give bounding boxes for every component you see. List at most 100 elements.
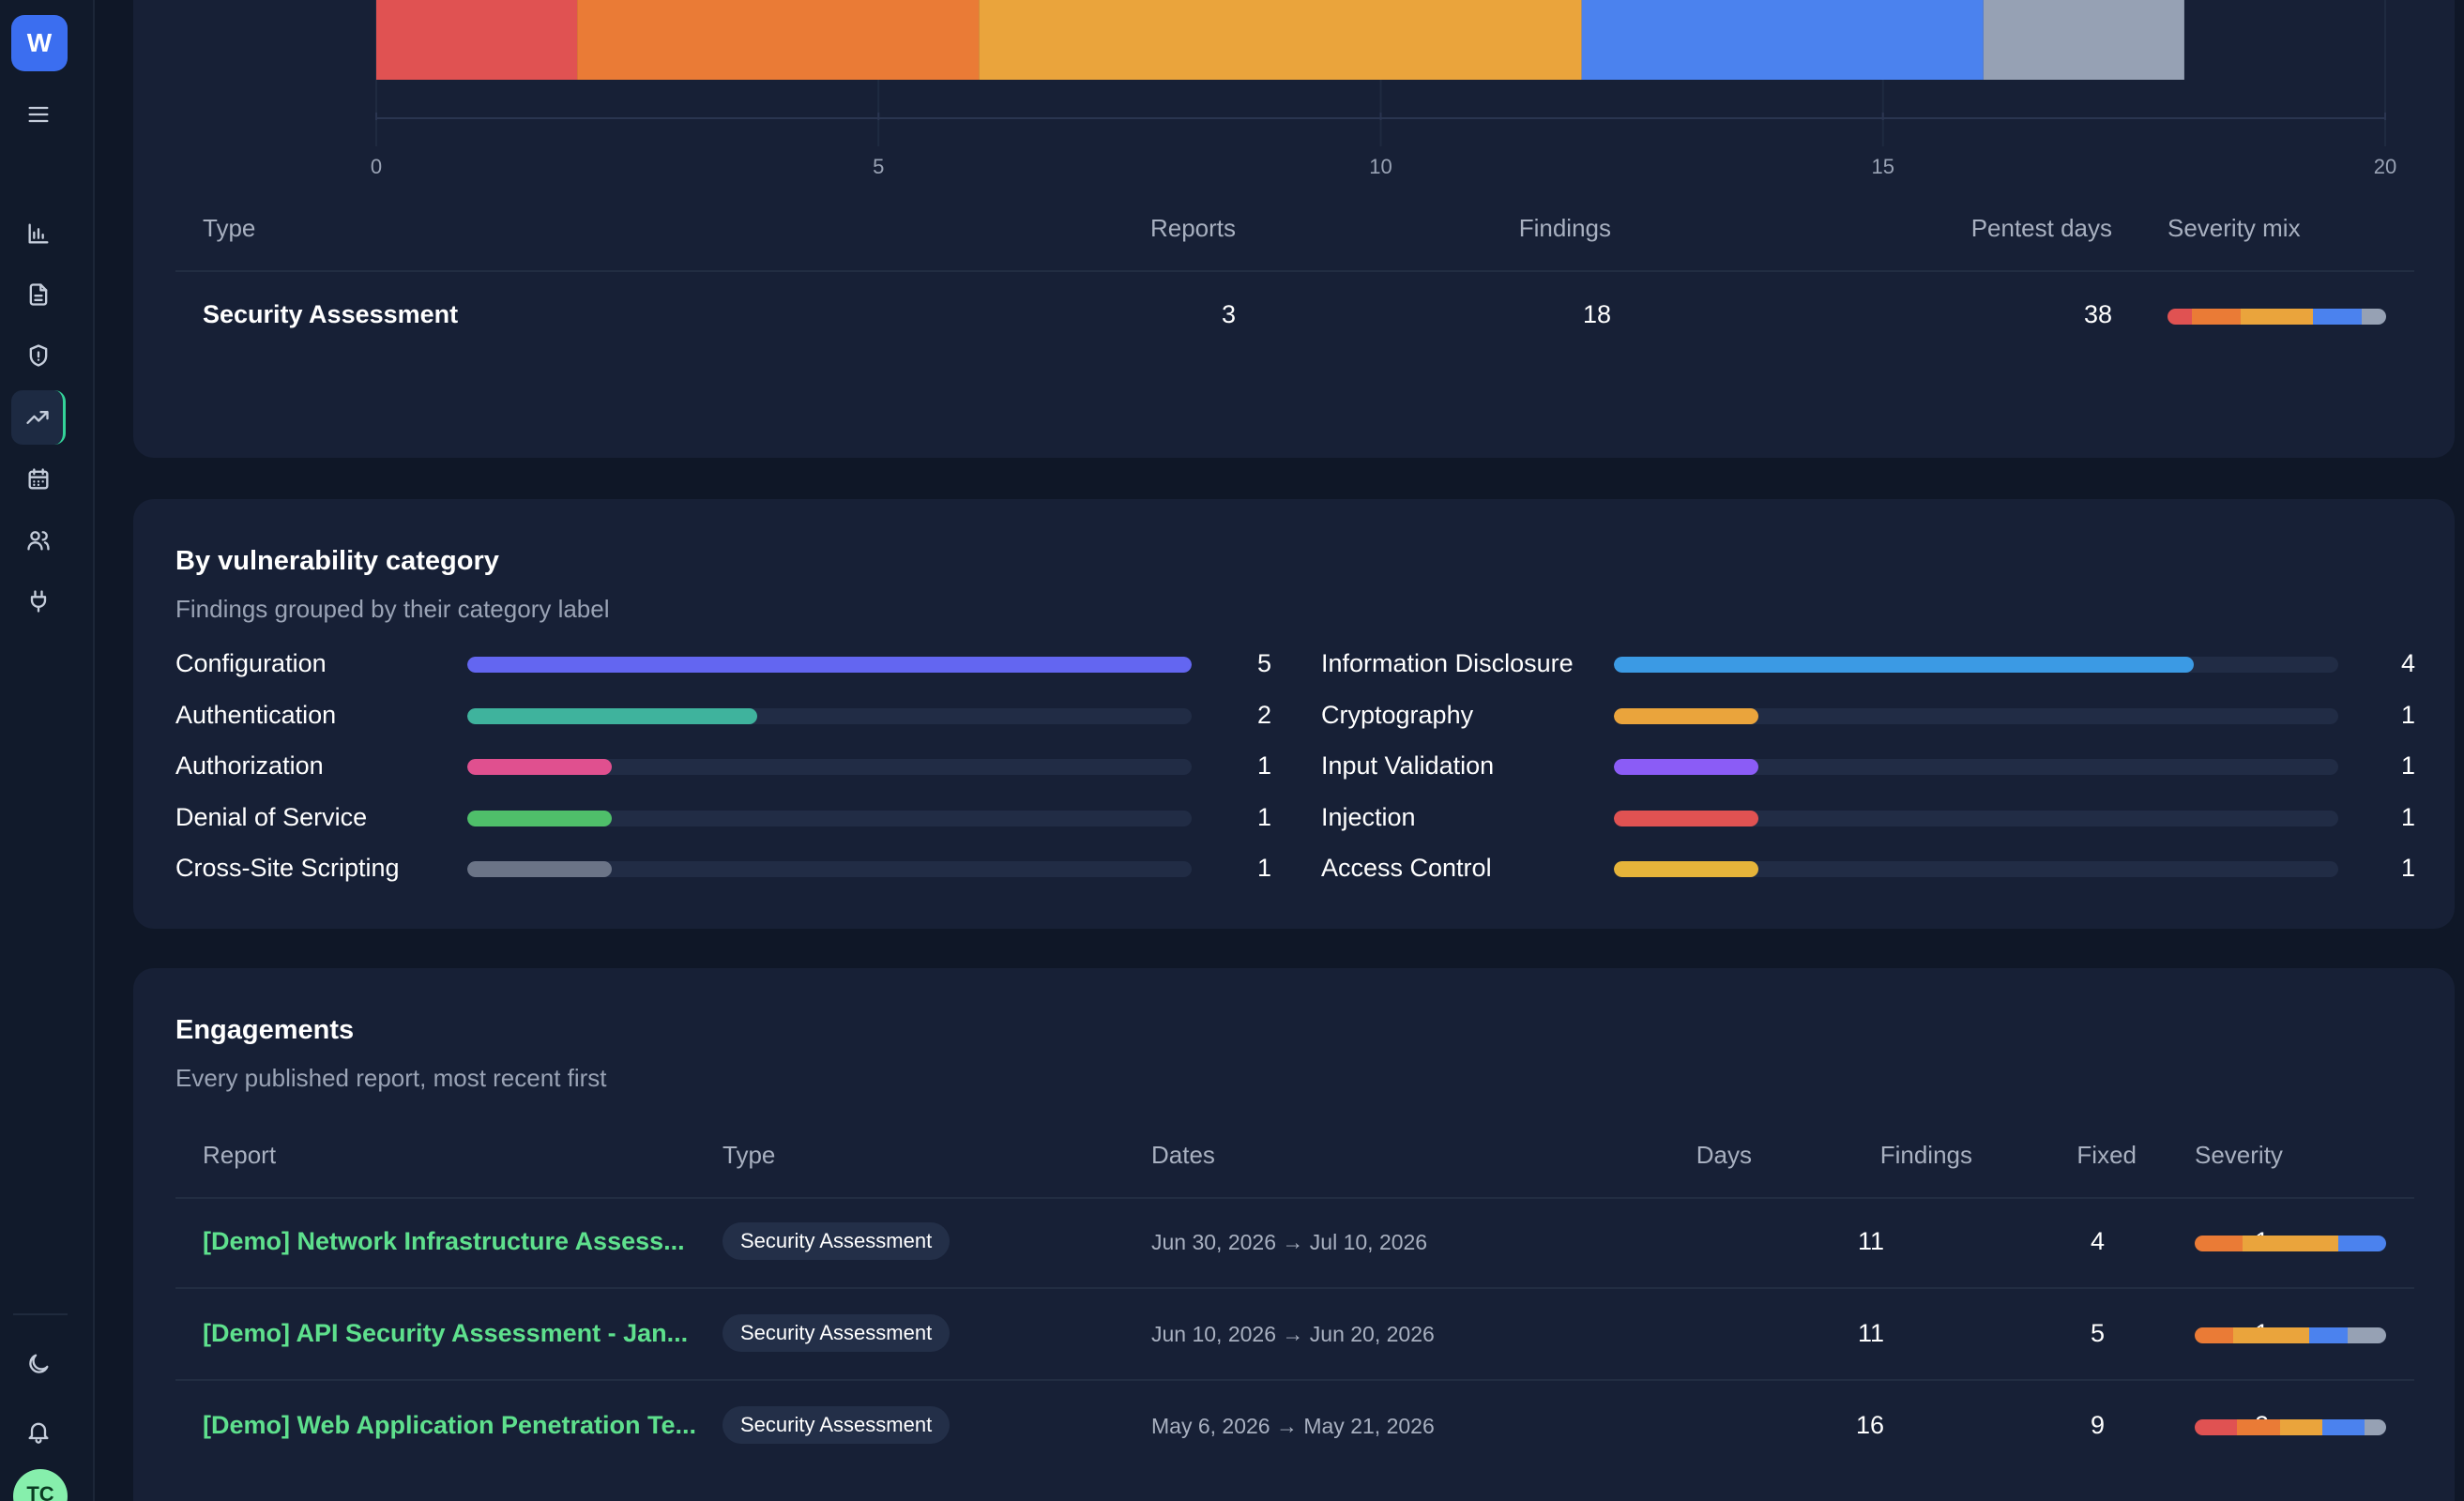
category-label: Injection [1321,802,1416,831]
severity-mix-bar [2167,309,2386,325]
date-range: Jun 30, 2026 → Jul 10, 2026 [1151,1230,1428,1254]
category-label: Cryptography [1321,700,1474,729]
bar-segment-low[interactable] [1581,0,1984,80]
category-count: 1 [1256,802,1271,831]
severity-segment-info [2362,309,2386,325]
severity-segment-medium [2243,1236,2338,1251]
category-bar-track [1614,861,2338,877]
category-bar-track [467,657,1192,673]
col-header-pentest-days: Pentest days [1970,214,2112,242]
category-label: Authentication [175,700,337,729]
col-header-fixed: Fixed [2076,1141,2137,1169]
app-logo[interactable]: W [11,15,68,71]
findings-cell: 4 [2090,1227,2105,1255]
category-card: By vulnerability category Findings group… [133,499,2455,929]
type-badge: Security Assessment [722,1222,951,1260]
x-tick-label: 10 [1369,155,1392,178]
category-count: 4 [2400,649,2415,677]
plug-icon[interactable] [11,574,66,629]
category-title: By vulnerability category [175,546,499,576]
category-count: 2 [1256,700,1271,729]
col-header-type: Type [203,214,256,242]
col-header-findings: Findings [1518,214,1611,242]
category-bar-track [467,759,1192,775]
trending-up-icon[interactable] [11,390,66,445]
category-count: 1 [1256,854,1271,882]
col-header-type: Type [722,1141,776,1169]
severity-segment-low [2338,1236,2386,1251]
col-header-severity: Severity [2195,1141,2283,1169]
report-link[interactable]: [Demo] API Security Assessment - Jan... [203,1319,689,1347]
users-icon[interactable] [11,513,66,568]
severity-segment-medium [2279,1419,2322,1435]
severity-segment-low [2313,309,2363,325]
category-count: 5 [1256,649,1271,677]
severity-segment-low [2309,1327,2349,1343]
bar-segment-medium[interactable] [979,0,1582,80]
bar-chart-icon[interactable] [11,206,66,261]
x-tick-label: 0 [371,155,382,178]
findings-cell: 9 [2090,1411,2105,1439]
x-tick-label: 20 [2374,155,2396,178]
bar-segment-info[interactable] [1983,0,2184,80]
category-bar-track [1614,657,2338,673]
calendar-icon[interactable] [11,452,66,507]
pentest-days-cell: 38 [2083,300,2112,328]
bar-segment-high[interactable] [577,0,980,80]
x-tick-label: 5 [873,155,884,178]
category-bar-fill [1614,810,1759,826]
col-header-days: Days [1696,1141,1752,1169]
col-header-findings: Findings [1879,1141,1972,1169]
date-range: May 6, 2026 → May 21, 2026 [1151,1414,1435,1438]
category-bar-track [467,810,1192,826]
type-badge: Security Assessment [722,1406,951,1444]
menu-icon[interactable] [11,87,66,142]
category-bar-track [467,861,1192,877]
severity-segment-high [2195,1236,2243,1251]
severity-stacked-chart: 0 5 10 15 20 [371,0,2396,178]
report-link[interactable]: [Demo] Network Infrastructure Assess... [203,1227,685,1255]
divider [175,1197,2414,1199]
engagements-subtitle: Every published report, most recent firs… [175,1064,607,1092]
severity-segment-critical [2195,1419,2238,1435]
severity-segment-medium [2232,1327,2310,1343]
sidebar: W TC [0,0,95,1501]
moon-icon[interactable] [11,1337,66,1391]
report-link[interactable]: [Demo] Web Application Penetration Te... [203,1411,697,1439]
category-bar-fill [1614,707,1759,724]
bell-icon[interactable] [11,1404,66,1459]
bar-segment-critical[interactable] [376,0,578,80]
category-label: Input Validation [1321,751,1495,780]
document-icon[interactable] [11,267,66,322]
category-bar-track [1614,759,2338,775]
category-bar-fill [1614,657,2194,673]
severity-segment-info [2365,1419,2386,1435]
category-count: 1 [2400,802,2415,831]
category-bar-track [1614,810,2338,826]
findings-cell: 5 [2090,1319,2105,1347]
category-subtitle: Findings grouped by their category label [175,595,610,623]
category-bar-track [1614,707,2338,724]
severity-segment-high [2237,1419,2280,1435]
divider [175,1379,2414,1381]
sidebar-divider [13,1313,68,1315]
engagements-card: Engagements Every published report, most… [133,968,2455,1501]
category-bar-track [467,707,1192,724]
category-bar-fill [1614,759,1759,775]
divider [175,1287,2414,1289]
category-bar-fill [467,759,613,775]
category-count: 1 [2400,751,2415,780]
severity-mix-bar [2195,1419,2386,1435]
severity-segment-high [2195,1327,2233,1343]
days-cell: 11 [1857,1319,1884,1347]
report-types-card: 0 5 10 15 20 Type Reports Findings Pentest d… [133,0,2455,458]
category-count: 1 [1256,751,1271,780]
x-tick-label: 15 [1872,155,1894,178]
date-range: Jun 10, 2026 → Jun 20, 2026 [1151,1322,1435,1346]
col-header-severity-mix: Severity mix [2167,214,2301,242]
severity-segment-medium [2240,309,2314,325]
days-cell: 16 [1855,1411,1884,1439]
category-bar-fill [467,707,757,724]
avatar[interactable]: TC [13,1469,68,1501]
shield-icon[interactable] [11,328,66,383]
